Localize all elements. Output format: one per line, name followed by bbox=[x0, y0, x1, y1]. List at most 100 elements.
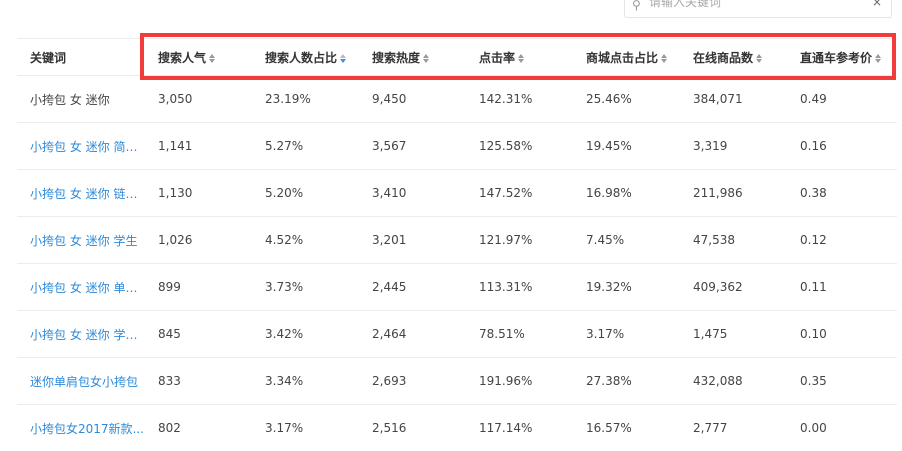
cell: 23.19% bbox=[252, 76, 359, 123]
cell: 5.20% bbox=[252, 170, 359, 217]
keyword-link[interactable]: 小挎包 女 迷你 bbox=[17, 76, 145, 123]
search-icon: ⚲ bbox=[632, 0, 641, 12]
cell: 1,141 bbox=[145, 123, 252, 170]
clear-icon[interactable]: × bbox=[872, 0, 882, 9]
keyword-link[interactable]: 小挎包 女 迷你 单肩... bbox=[17, 264, 145, 311]
column-label: 在线商品数 bbox=[693, 51, 753, 65]
cell: 27.38% bbox=[573, 358, 680, 405]
column-header[interactable]: 搜索人气 bbox=[145, 39, 252, 76]
cell: 211,986 bbox=[680, 170, 787, 217]
cell: 147.52% bbox=[466, 170, 573, 217]
cell: 3,319 bbox=[680, 123, 787, 170]
cell: 0.11 bbox=[787, 264, 897, 311]
cell: 2,693 bbox=[359, 358, 466, 405]
cell: 1,475 bbox=[680, 311, 787, 358]
keyword-link[interactable]: 迷你单肩包女小挎包 bbox=[17, 358, 145, 405]
cell: 3.17% bbox=[573, 311, 680, 358]
cell: 25.46% bbox=[573, 76, 680, 123]
cell: 121.97% bbox=[466, 217, 573, 264]
cell: 7.45% bbox=[573, 217, 680, 264]
cell: 78.51% bbox=[466, 311, 573, 358]
cell: 1,130 bbox=[145, 170, 252, 217]
column-label: 直通车参考价 bbox=[800, 51, 872, 65]
cell: 47,538 bbox=[680, 217, 787, 264]
sort-icon[interactable] bbox=[423, 53, 431, 64]
cell: 0.16 bbox=[787, 123, 897, 170]
keyword-link[interactable]: 小挎包女2017新款... bbox=[17, 405, 145, 451]
cell: 4.52% bbox=[252, 217, 359, 264]
cell: 899 bbox=[145, 264, 252, 311]
keyword-search[interactable]: ⚲ × bbox=[624, 0, 892, 18]
cell: 432,088 bbox=[680, 358, 787, 405]
cell: 0.12 bbox=[787, 217, 897, 264]
column-label: 点击率 bbox=[479, 51, 515, 65]
cell: 2,516 bbox=[359, 405, 466, 451]
cell: 845 bbox=[145, 311, 252, 358]
cell: 3,567 bbox=[359, 123, 466, 170]
cell: 0.49 bbox=[787, 76, 897, 123]
cell: 19.45% bbox=[573, 123, 680, 170]
cell: 113.31% bbox=[466, 264, 573, 311]
cell: 125.58% bbox=[466, 123, 573, 170]
cell: 5.27% bbox=[252, 123, 359, 170]
sort-icon[interactable] bbox=[661, 53, 669, 64]
sort-icon[interactable] bbox=[756, 53, 764, 64]
keyword-link[interactable]: 小挎包 女 迷你 简约... bbox=[17, 123, 145, 170]
cell: 1,026 bbox=[145, 217, 252, 264]
column-header[interactable]: 搜索人数占比 bbox=[252, 39, 359, 76]
cell: 3,201 bbox=[359, 217, 466, 264]
cell: 0.35 bbox=[787, 358, 897, 405]
column-label: 搜索热度 bbox=[372, 51, 420, 65]
column-label: 搜索人气 bbox=[158, 51, 206, 65]
sort-icon[interactable] bbox=[518, 53, 526, 64]
cell: 16.98% bbox=[573, 170, 680, 217]
cell: 191.96% bbox=[466, 358, 573, 405]
cell: 3.73% bbox=[252, 264, 359, 311]
cell: 3.34% bbox=[252, 358, 359, 405]
cell: 384,071 bbox=[680, 76, 787, 123]
sort-icon[interactable] bbox=[209, 53, 217, 64]
cell: 142.31% bbox=[466, 76, 573, 123]
keyword-table: 关键词 搜索人气 搜索人数占比 搜索热度 点击率 商城点击占比 在线商品数 直通车参考价 小挎… bbox=[17, 38, 897, 451]
column-header: 关键词 bbox=[17, 39, 145, 76]
cell: 0.38 bbox=[787, 170, 897, 217]
cell: 0.10 bbox=[787, 311, 897, 358]
sort-icon[interactable] bbox=[875, 53, 883, 64]
cell: 2,777 bbox=[680, 405, 787, 451]
cell: 2,445 bbox=[359, 264, 466, 311]
cell: 409,362 bbox=[680, 264, 787, 311]
cell: 0.00 bbox=[787, 405, 897, 451]
cell: 16.57% bbox=[573, 405, 680, 451]
sort-icon[interactable] bbox=[340, 53, 348, 64]
column-header[interactable]: 商城点击占比 bbox=[573, 39, 680, 76]
cell: 117.14% bbox=[466, 405, 573, 451]
column-header[interactable]: 搜索热度 bbox=[359, 39, 466, 76]
column-label: 商城点击占比 bbox=[586, 51, 658, 65]
column-label: 搜索人数占比 bbox=[265, 51, 337, 65]
cell: 19.32% bbox=[573, 264, 680, 311]
cell: 2,464 bbox=[359, 311, 466, 358]
cell: 802 bbox=[145, 405, 252, 451]
cell: 3.17% bbox=[252, 405, 359, 451]
cell: 9,450 bbox=[359, 76, 466, 123]
cell: 3,050 bbox=[145, 76, 252, 123]
column-header[interactable]: 直通车参考价 bbox=[787, 39, 897, 76]
keyword-link[interactable]: 小挎包 女 迷你 链条包 bbox=[17, 170, 145, 217]
keyword-link[interactable]: 小挎包 女 迷你 学生... bbox=[17, 311, 145, 358]
search-input[interactable] bbox=[647, 0, 871, 10]
keyword-link[interactable]: 小挎包 女 迷你 学生 bbox=[17, 217, 145, 264]
cell: 833 bbox=[145, 358, 252, 405]
column-header[interactable]: 点击率 bbox=[466, 39, 573, 76]
cell: 3,410 bbox=[359, 170, 466, 217]
column-label: 关键词 bbox=[30, 51, 66, 65]
column-header[interactable]: 在线商品数 bbox=[680, 39, 787, 76]
cell: 3.42% bbox=[252, 311, 359, 358]
